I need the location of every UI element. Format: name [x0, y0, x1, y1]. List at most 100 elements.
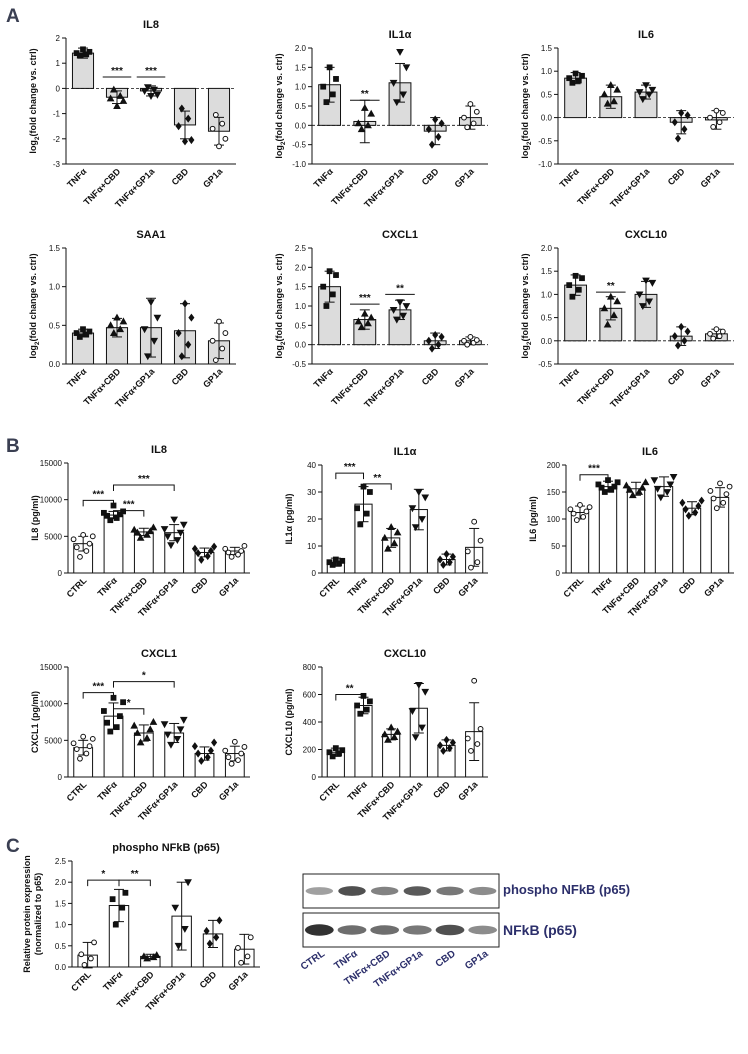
data-point: [425, 336, 432, 345]
data-point: [357, 125, 366, 133]
data-point: [357, 521, 364, 528]
data-point: [663, 489, 672, 497]
data-point: [167, 542, 175, 550]
data-point: [635, 291, 644, 299]
data-point: [446, 744, 453, 753]
y-axis-label-rest: (fold change vs. ctrl): [274, 53, 284, 141]
data-point: [357, 710, 364, 717]
x-tick-label: GP1a: [452, 166, 476, 190]
significance-label: ***: [138, 474, 150, 485]
x-tick-label: CBD: [420, 366, 441, 387]
data-point: [449, 738, 456, 747]
y-axis-label: IL8 (pg/ml): [30, 495, 40, 541]
data-point: [146, 527, 155, 535]
data-point: [219, 120, 226, 127]
data-point: [387, 723, 396, 731]
data-point: [461, 114, 467, 121]
data-point: [713, 505, 720, 512]
data-point: [160, 721, 169, 729]
y-tick-label: 5000: [44, 532, 62, 541]
data-point: [86, 540, 93, 547]
y-axis-label: IL6 (pg/ml): [528, 496, 538, 542]
data-point: [399, 91, 408, 99]
significance-bracket: [335, 472, 364, 480]
y-axis-label-main: log: [520, 145, 530, 159]
significance-label: *: [127, 698, 131, 709]
y-tick-label: 10000: [40, 496, 63, 505]
data-point: [435, 340, 442, 349]
data-point: [603, 99, 612, 107]
x-tick-label: GP1a: [217, 779, 241, 803]
significance-label: **: [396, 283, 404, 294]
y-axis-label-main: log: [274, 145, 284, 159]
y-tick-label: 0: [556, 569, 561, 578]
chart-title: IL1α: [389, 29, 412, 41]
data-point: [608, 486, 615, 493]
data-point: [339, 557, 346, 564]
data-point: [438, 332, 445, 341]
data-point: [710, 335, 717, 342]
data-point: [579, 275, 585, 282]
chart-c-phospho-nfkb: phospho NFkB (p65) 0.0 0.5 1.0 1.5 2.0 2.5 Rela…: [22, 842, 260, 1013]
blot-band-total-0: [304, 924, 334, 936]
data-point: [414, 681, 423, 689]
y-tick-label: 0.0: [55, 963, 67, 972]
data-point: [566, 75, 573, 82]
data-point: [147, 299, 155, 307]
data-point: [73, 544, 80, 551]
data-point: [333, 272, 339, 278]
data-point: [89, 533, 96, 540]
data-point: [428, 344, 436, 353]
data-point: [622, 481, 631, 489]
data-point: [443, 550, 450, 559]
data-point: [73, 50, 80, 57]
bar-0: [71, 332, 95, 365]
data-point: [326, 64, 333, 71]
significance-bracket: [335, 694, 364, 701]
y-tick-label: 0: [312, 569, 317, 578]
y-axis-label-sub: 2: [526, 341, 533, 345]
data-point: [336, 750, 342, 757]
data-point: [642, 82, 650, 90]
y-tick-label: 1.0: [295, 302, 307, 311]
chart-a-cxcl1: CXCL1 -0.5 0.0 0.5 1.0 1.5 2.0 2.5 log2(fold cha…: [274, 229, 488, 410]
significance-label: ***: [359, 293, 371, 304]
chart-title: CXCL10: [625, 229, 667, 241]
data-point: [153, 314, 162, 322]
x-tick-label: CTRL: [69, 969, 93, 993]
data-point: [698, 496, 705, 505]
data-point: [428, 140, 436, 149]
x-tick-label: CTRL: [317, 779, 341, 803]
data-point: [613, 297, 622, 305]
x-tick-label: TNFα: [590, 575, 614, 599]
data-point: [438, 119, 445, 128]
data-point: [106, 94, 115, 102]
data-point: [707, 114, 713, 121]
data-point: [408, 708, 417, 716]
y-tick-label: 1.5: [49, 244, 61, 253]
y-tick-label: 0: [312, 773, 317, 782]
data-point: [146, 725, 155, 733]
y-tick-label: 0.5: [295, 102, 307, 111]
data-point: [195, 549, 202, 558]
data-point: [575, 77, 582, 84]
data-point: [198, 756, 205, 765]
y-tick-label: 0: [58, 773, 63, 782]
data-point: [671, 332, 678, 341]
blot-band-total-2: [370, 925, 400, 935]
data-point: [329, 91, 336, 98]
data-point: [119, 317, 128, 325]
x-tick-label: GP1a: [217, 575, 241, 599]
data-point: [440, 746, 447, 755]
data-point: [432, 330, 439, 340]
data-point: [572, 272, 579, 279]
data-point: [113, 724, 120, 731]
data-point: [635, 89, 644, 97]
data-point: [104, 719, 110, 726]
data-point: [625, 485, 634, 493]
y-tick-label: 0.5: [541, 314, 553, 323]
data-point: [198, 555, 205, 564]
chart-a-il1a: IL1α -1.0 -0.5 0.0 0.5 1.0 1.5 2.0 log2(fold cha…: [274, 29, 488, 210]
chart-b-cxcl10: CXCL10 0 200 400 600 800 CXCL10 (pg/ml) CTRL TNF…: [284, 648, 488, 823]
